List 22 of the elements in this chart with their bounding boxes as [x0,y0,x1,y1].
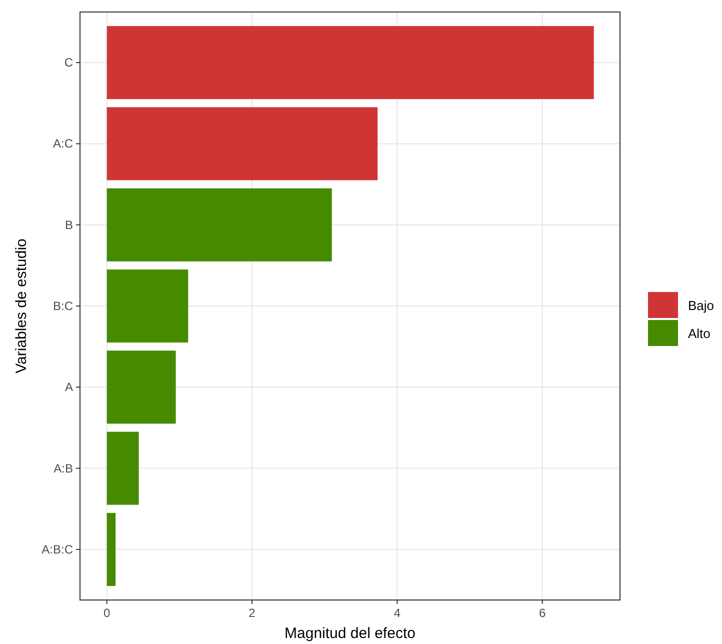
y-tick-label: B [64,218,73,232]
y-tick-label: A:B:C [42,542,74,556]
y-tick-label: C [64,56,74,70]
y-tick-label: A:C [52,136,74,151]
bar [106,26,594,100]
x-tick-label: 4 [394,606,401,620]
bar [106,269,188,343]
legend-label: Alto [688,326,710,341]
bar [106,432,139,505]
y-axis-title: Variables de estudio [13,238,30,374]
x-tick-label: 2 [248,606,256,620]
legend-label: Bajo [688,298,714,313]
bar [106,107,378,180]
y-tick-label: A [64,380,73,394]
x-axis-title: Magnitud del efecto [284,625,416,642]
y-tick-label: B:C [52,299,74,313]
x-tick-label: 6 [538,606,546,620]
y-tick-label: A:B [54,461,73,476]
bar [106,512,116,586]
bar [106,188,332,262]
x-tick-label: 0 [104,606,111,620]
bar [106,350,176,424]
